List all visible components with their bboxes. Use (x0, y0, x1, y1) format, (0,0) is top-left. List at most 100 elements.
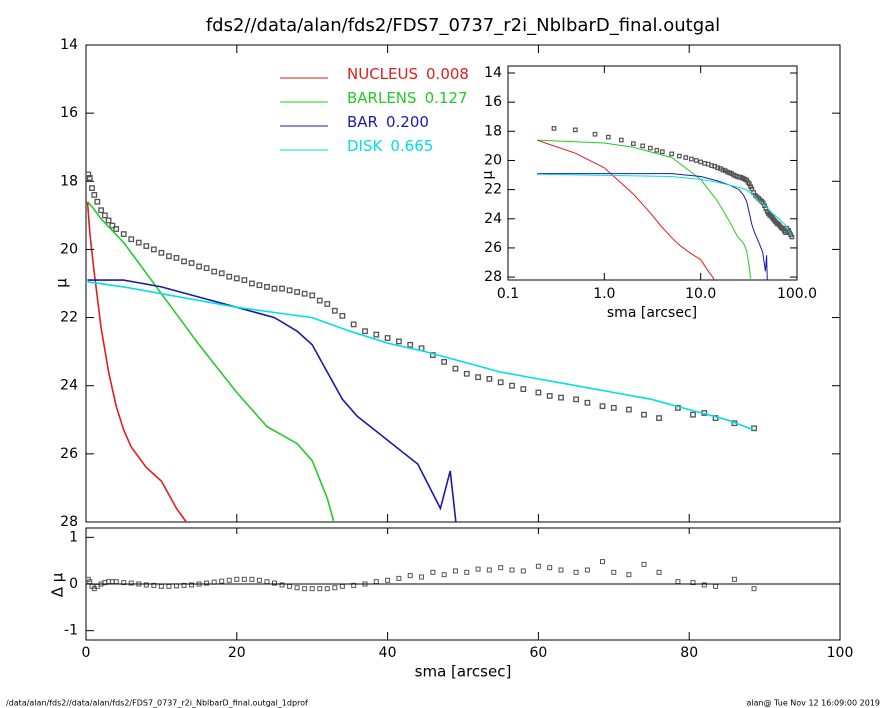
residual-point (509, 567, 515, 573)
main-frame (85, 44, 841, 523)
residual-point (272, 580, 277, 586)
data-point (331, 307, 338, 314)
data-point (509, 382, 515, 389)
legend-fraction: 0.008 (426, 65, 469, 83)
residual-tick-label: 0 (69, 576, 78, 592)
residual-point (464, 569, 470, 575)
data-point (551, 126, 557, 131)
data-point (91, 192, 98, 198)
residual-point (701, 582, 707, 588)
y-tick-label: 24 (60, 378, 78, 394)
data-point (452, 365, 459, 372)
legend-fraction: 0.127 (425, 89, 468, 107)
legend-fraction: 0.665 (390, 137, 433, 155)
data-point (676, 153, 682, 159)
inset-y-tick-label: 18 (484, 123, 502, 139)
data-point (610, 404, 617, 411)
residual-point (351, 582, 357, 588)
data-point (101, 212, 108, 219)
data-point (647, 145, 653, 151)
inset-y-tick-label: 24 (484, 211, 502, 227)
model-line (87, 279, 457, 522)
data-point (301, 290, 308, 297)
y-tick-label: 28 (60, 514, 78, 530)
residual-point (226, 577, 232, 583)
data-point (592, 131, 598, 137)
model-line (86, 201, 335, 522)
y-tick-label: 22 (60, 310, 78, 326)
residual-point (584, 567, 590, 573)
residual-point (204, 580, 210, 586)
data-point (286, 287, 293, 294)
data-point (188, 260, 195, 266)
data-point (384, 335, 391, 341)
data-point (309, 292, 316, 299)
residual-point (751, 586, 757, 592)
data-point (625, 406, 632, 413)
legend-fraction: 0.200 (386, 113, 429, 131)
residual-point (452, 568, 458, 574)
legend-label: BARLENS 0.127 (347, 89, 468, 107)
residual-point (535, 563, 541, 569)
data-point (158, 249, 165, 256)
data-point (599, 403, 606, 410)
inset-y-axis-label: μ (480, 170, 496, 179)
residual-point (256, 577, 262, 583)
model-line (537, 173, 768, 280)
data-point (715, 165, 720, 171)
data-point (362, 328, 368, 335)
model-line (536, 139, 752, 280)
data-point (89, 185, 95, 192)
legend-name: NUCLEUS (347, 65, 418, 83)
data-point (339, 312, 346, 319)
residual-point (441, 572, 447, 578)
residual-point (219, 578, 225, 584)
residual-point (189, 582, 195, 588)
residual-point (324, 586, 330, 592)
data-point (486, 375, 493, 382)
legend-name: DISK (347, 137, 383, 155)
data-point (558, 394, 564, 401)
data-point (641, 411, 647, 418)
legend-label: BAR 0.200 (347, 113, 429, 131)
data-point (105, 217, 112, 224)
residual-point (547, 565, 553, 571)
data-point (535, 389, 542, 396)
data-point (294, 289, 301, 295)
data-point (256, 282, 263, 289)
inset-y-tick-label: 22 (484, 182, 502, 198)
residual-point (498, 565, 504, 571)
data-point (584, 399, 591, 406)
data-point (441, 358, 448, 365)
residual-tick-label: -1 (64, 623, 78, 639)
y-tick-label: 18 (60, 173, 78, 189)
data-point (520, 386, 527, 393)
data-point (135, 239, 142, 246)
inset-y-tick-label: 14 (484, 65, 502, 81)
residual-point (385, 577, 391, 583)
data-point (203, 265, 210, 272)
x-axis-label: sma [arcsec] (415, 663, 512, 681)
data-point (683, 155, 689, 160)
residual-point (486, 567, 492, 573)
data-point (659, 149, 665, 155)
residual-point (407, 573, 413, 579)
residual-point (656, 569, 662, 575)
residual-axis-label: Δ μ (49, 572, 67, 597)
data-point (693, 158, 699, 163)
data-point (407, 341, 414, 348)
residual-point (121, 580, 127, 586)
data-point (150, 246, 157, 253)
data-point (497, 379, 504, 386)
inset-y-tick-label: 20 (484, 152, 502, 168)
data-point (324, 301, 331, 307)
data-point (120, 231, 127, 237)
inset-x-tick-label: 0.1 (497, 286, 519, 302)
residual-point (611, 569, 617, 575)
data-point (113, 226, 120, 232)
y-tick-label: 14 (60, 37, 78, 53)
x-tick-label: 40 (379, 645, 397, 661)
residual-point (181, 582, 187, 588)
x-tick-label: 0 (82, 645, 91, 661)
